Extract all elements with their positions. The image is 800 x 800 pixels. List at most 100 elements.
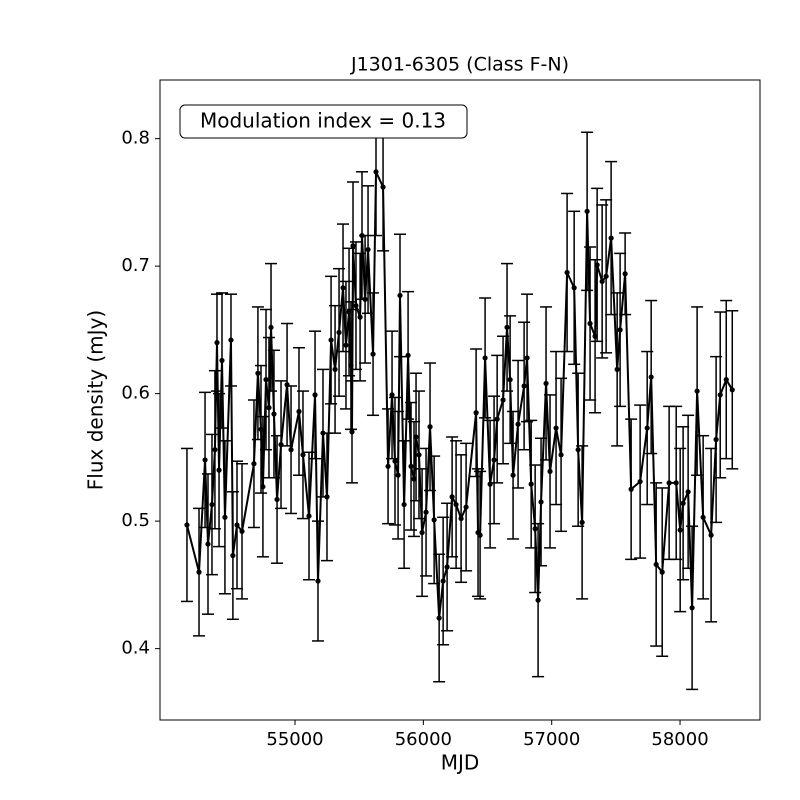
data-point xyxy=(608,235,614,241)
data-point xyxy=(666,480,672,486)
data-point xyxy=(385,463,391,469)
data-point xyxy=(184,522,190,528)
data-point xyxy=(575,447,581,453)
data-point xyxy=(300,452,306,458)
data-point xyxy=(427,424,433,430)
data-point xyxy=(482,355,488,361)
data-point xyxy=(659,569,665,575)
data-point xyxy=(255,370,261,376)
x-tick-label: 56000 xyxy=(395,729,452,750)
data-point xyxy=(708,532,714,538)
data-point xyxy=(202,457,208,463)
data-point xyxy=(599,278,605,285)
data-point xyxy=(571,285,577,291)
plot-area xyxy=(180,107,739,691)
data-point xyxy=(491,457,497,463)
y-tick-label: 0.6 xyxy=(121,383,150,404)
annotation: Modulation index = 0.13 xyxy=(200,109,446,133)
x-tick-label: 57000 xyxy=(523,729,580,750)
data-point xyxy=(340,285,346,291)
data-point xyxy=(380,184,386,190)
data-point xyxy=(359,232,365,239)
data-point xyxy=(431,517,437,523)
data-point xyxy=(444,564,450,570)
data-point xyxy=(401,501,407,508)
data-point xyxy=(653,561,659,568)
data-point xyxy=(296,408,302,415)
data-point xyxy=(284,382,290,388)
data-point xyxy=(729,387,735,393)
data-point xyxy=(348,362,354,369)
data-point xyxy=(685,489,691,495)
data-point xyxy=(487,481,493,487)
data-point xyxy=(504,324,510,330)
data-point xyxy=(453,501,459,508)
data-point xyxy=(532,526,538,532)
data-point xyxy=(458,515,464,522)
data-point xyxy=(373,169,379,175)
data-point xyxy=(405,352,411,358)
y-tick-label: 0.8 xyxy=(121,128,150,149)
data-point xyxy=(521,383,527,389)
data-point xyxy=(365,246,371,253)
data-point xyxy=(212,447,218,453)
data-point xyxy=(260,484,266,490)
data-point xyxy=(528,481,534,487)
y-axis-label: Flux density (mJy) xyxy=(84,310,108,490)
data-point xyxy=(440,578,446,584)
data-point xyxy=(315,578,321,584)
data-point xyxy=(349,429,355,435)
data-point xyxy=(258,426,264,432)
data-point xyxy=(219,357,225,364)
data-point xyxy=(477,532,483,538)
data-point xyxy=(584,208,590,214)
data-point xyxy=(717,392,723,398)
data-point xyxy=(723,377,729,383)
data-point xyxy=(689,605,695,611)
data-point xyxy=(564,269,570,276)
data-point xyxy=(648,374,654,380)
data-point xyxy=(473,410,479,416)
data-point xyxy=(288,447,294,453)
data-point xyxy=(312,392,318,398)
data-point xyxy=(370,351,376,357)
y-tick-label: 0.5 xyxy=(121,510,150,531)
data-point xyxy=(449,494,455,500)
data-point xyxy=(423,509,429,515)
data-point xyxy=(205,541,211,547)
data-point xyxy=(408,463,414,469)
data-point xyxy=(413,434,419,440)
data-point xyxy=(628,486,634,492)
data-point xyxy=(196,569,202,575)
y-tick-label: 0.4 xyxy=(121,638,150,659)
data-point xyxy=(353,303,359,309)
data-point xyxy=(268,324,274,330)
data-point xyxy=(411,476,417,482)
data-point xyxy=(228,337,234,343)
data-point xyxy=(222,514,228,520)
data-point xyxy=(644,425,650,431)
data-point xyxy=(494,416,500,422)
data-point xyxy=(209,501,215,508)
data-point xyxy=(362,296,368,302)
data-point xyxy=(694,388,700,394)
data-point xyxy=(266,405,272,411)
data-point xyxy=(336,329,342,336)
data-point xyxy=(397,292,403,299)
data-point xyxy=(436,615,442,621)
data-point xyxy=(622,271,628,277)
data-point xyxy=(463,504,469,510)
x-tick-label: 58000 xyxy=(651,729,708,750)
data-point xyxy=(592,333,598,339)
axes-frame xyxy=(159,79,761,721)
data-point xyxy=(274,496,280,503)
y-tick-label: 0.7 xyxy=(121,255,150,276)
annotation-box xyxy=(179,104,468,139)
data-point xyxy=(507,377,513,383)
x-axis-label: MJD xyxy=(441,751,480,775)
data-point xyxy=(579,519,585,525)
data-point xyxy=(389,392,395,398)
data-point xyxy=(263,377,269,383)
data-point xyxy=(558,452,564,458)
data-point xyxy=(230,552,236,559)
